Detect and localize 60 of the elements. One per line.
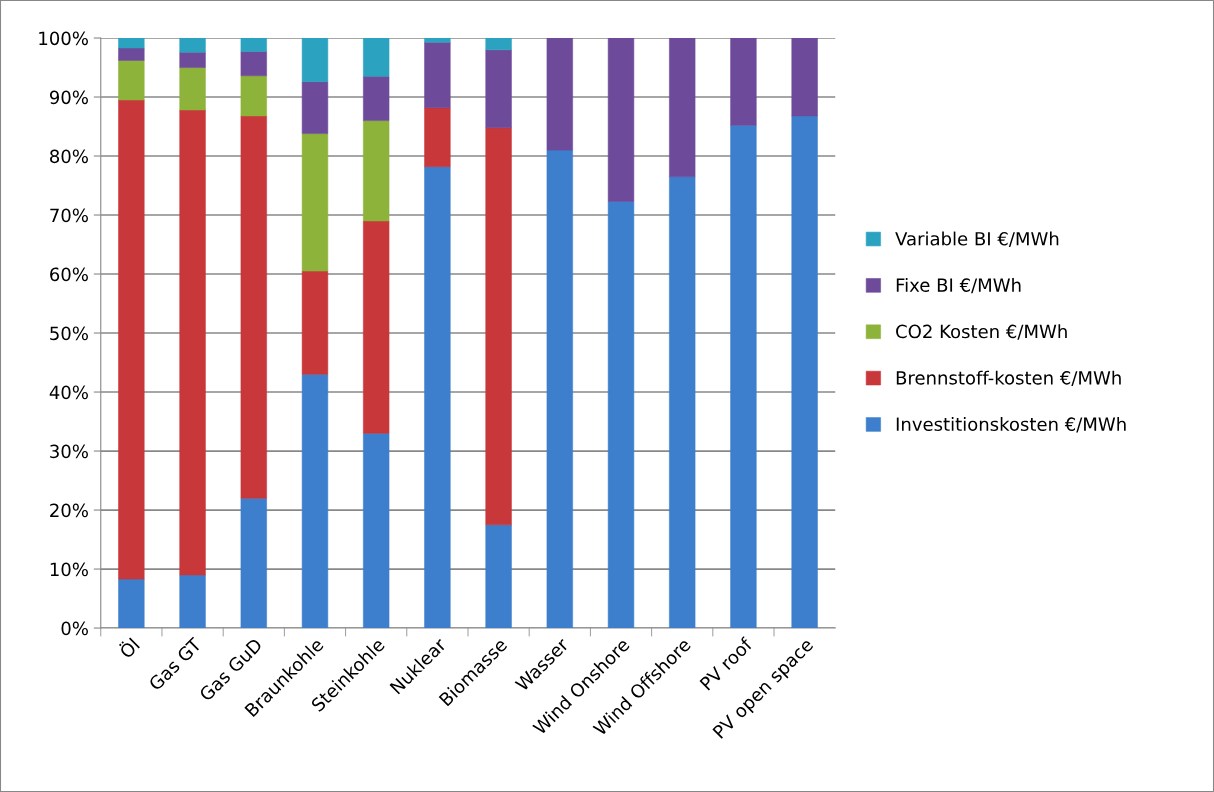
y-tick-label: 50%: [50, 326, 88, 341]
y-tick-label: 90%: [49, 90, 88, 105]
bar: [118, 47, 145, 61]
bar: [669, 176, 696, 629]
legend-label: Variable BI €/MWh: [895, 231, 1059, 247]
bar: [730, 38, 757, 126]
bar: [179, 38, 206, 53]
legend-label: Investitionskosten €/MWh: [896, 417, 1126, 433]
y-tick-label: 80%: [50, 149, 88, 164]
bar: [301, 133, 329, 272]
bar: [546, 149, 573, 629]
bar: [607, 201, 635, 629]
bar: [363, 433, 390, 629]
bar: [424, 38, 451, 43]
y-tick-label: 100%: [39, 31, 88, 46]
bar: [118, 60, 145, 101]
y-tick-label: 30%: [50, 444, 88, 459]
bar: [301, 270, 329, 375]
bar: [485, 38, 512, 51]
y-tick-label: 10%: [50, 562, 88, 577]
x-tick-label: Öl: [116, 635, 141, 660]
bar: [240, 75, 267, 117]
bar: [424, 41, 451, 108]
bar: [179, 109, 206, 576]
y-tick-label: 20%: [50, 503, 88, 518]
bar: [118, 578, 145, 629]
bar: [424, 166, 451, 629]
bar: [240, 115, 267, 499]
bar: [179, 574, 206, 629]
bar: [607, 38, 635, 202]
y-tick-label: 60%: [50, 267, 88, 282]
bar: [301, 38, 329, 82]
bar: [363, 76, 390, 121]
bar: [363, 38, 390, 77]
y-tick-label: 0%: [61, 621, 88, 636]
bar: [118, 38, 145, 49]
bar: [240, 497, 267, 629]
bar: [730, 125, 757, 629]
bar: [240, 51, 267, 77]
bar: [485, 524, 512, 629]
y-tick-label: 40%: [49, 385, 88, 400]
legend-label: Fixe BI €/MWh: [896, 277, 1021, 294]
legend-label: CO2 Kosten €/MWh: [896, 324, 1067, 340]
bar: [179, 51, 206, 68]
bar: [424, 107, 451, 167]
bar: [669, 38, 696, 177]
bar: [179, 67, 206, 111]
bar: [791, 115, 818, 629]
bar: [363, 120, 390, 222]
bar: [118, 99, 145, 580]
bar: [240, 38, 267, 52]
bar: [546, 38, 573, 151]
bar: [485, 49, 512, 128]
bar: [301, 81, 329, 134]
legend-label: Brennstoff-kosten €/MWh: [896, 370, 1121, 387]
bar: [791, 38, 818, 117]
bar: [363, 220, 390, 434]
y-tick-label: 70%: [50, 208, 88, 223]
bar: [485, 127, 512, 526]
bar: [301, 374, 329, 629]
